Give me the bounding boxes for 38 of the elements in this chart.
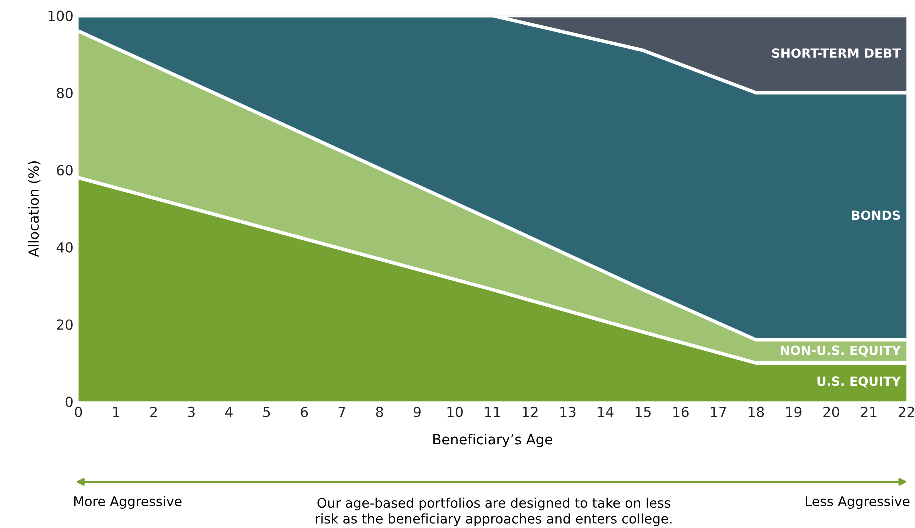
x-tick-label: 0	[75, 406, 82, 418]
x-tick-label: 3	[188, 406, 195, 418]
x-tick-label: 14	[598, 407, 614, 418]
text: More Aggressive	[74, 496, 182, 510]
y-axis-title: Allocation (%)	[28, 162, 41, 258]
series-label: U.S. EQUITY	[818, 376, 902, 388]
y-tick-label: 20	[57, 320, 73, 330]
x-tick-label: 17	[711, 407, 726, 418]
x-tick-label: 20	[824, 406, 840, 418]
x-tick-label: 22	[898, 406, 914, 418]
x-tick-label: 2	[150, 406, 157, 418]
series-label: NON-U.S. EQUITY	[780, 346, 902, 357]
y-tick-label: 40	[56, 242, 73, 253]
text: Less Aggressive	[806, 496, 910, 510]
series-label: BONDS	[852, 210, 900, 220]
series-label: SHORT-TERM DEBT	[772, 48, 902, 58]
x-axis-title: Beneficiary’s Age	[434, 434, 553, 448]
x-tick-label: 6	[301, 406, 308, 418]
x-tick-label: 4	[226, 407, 233, 418]
y-tick-label: 0	[66, 396, 73, 408]
x-tick-label: 5	[264, 407, 270, 418]
x-tick-label: 19	[786, 406, 802, 418]
x-tick-label: 18	[748, 406, 764, 418]
x-tick-label: 1	[113, 407, 120, 418]
x-tick-label: 8	[376, 406, 384, 418]
x-tick-label: 10	[448, 406, 463, 418]
y-tick-label: 60	[57, 165, 73, 176]
x-tick-label: 16	[674, 406, 689, 418]
x-tick-label: 13	[560, 406, 576, 418]
x-tick-label: 9	[414, 406, 421, 418]
x-tick-label: 21	[861, 406, 877, 418]
y-tick-label: 80	[57, 88, 73, 99]
x-tick-label: 7	[338, 407, 346, 418]
y-tick-label: 100	[48, 10, 73, 22]
text: Our age-based portfolios are designed to take on less risk as the beneficiary approaches and enters college.	[316, 498, 672, 526]
x-tick-label: 15	[636, 407, 651, 418]
x-tick-label: 11	[485, 407, 500, 418]
x-tick-label: 12	[523, 406, 538, 418]
